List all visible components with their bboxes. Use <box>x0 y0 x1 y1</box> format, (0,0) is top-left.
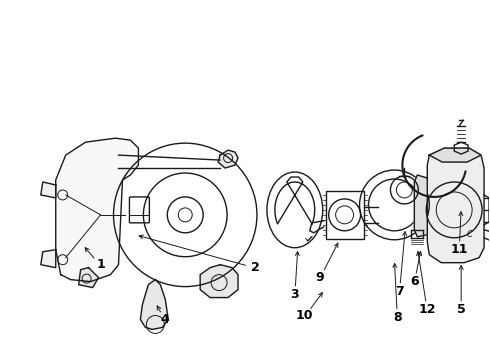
Text: 8: 8 <box>393 311 402 324</box>
Text: 9: 9 <box>316 271 324 284</box>
Polygon shape <box>218 150 238 168</box>
Polygon shape <box>200 265 238 298</box>
Polygon shape <box>56 138 138 282</box>
Text: 6: 6 <box>410 275 418 288</box>
Text: 7: 7 <box>395 285 404 298</box>
Polygon shape <box>141 280 168 329</box>
Polygon shape <box>415 175 427 237</box>
Text: 2: 2 <box>250 261 259 274</box>
Text: 1: 1 <box>96 258 105 271</box>
Text: 4: 4 <box>161 313 170 326</box>
Polygon shape <box>427 148 484 263</box>
Polygon shape <box>41 182 56 198</box>
Polygon shape <box>78 268 98 288</box>
Text: 3: 3 <box>291 288 299 301</box>
Text: 5: 5 <box>457 303 465 316</box>
Polygon shape <box>41 250 56 268</box>
Bar <box>326 191 364 239</box>
Text: 11: 11 <box>450 243 468 256</box>
Text: C: C <box>466 230 472 239</box>
Polygon shape <box>429 148 481 162</box>
Text: 10: 10 <box>296 309 314 322</box>
Text: 12: 12 <box>418 303 436 316</box>
